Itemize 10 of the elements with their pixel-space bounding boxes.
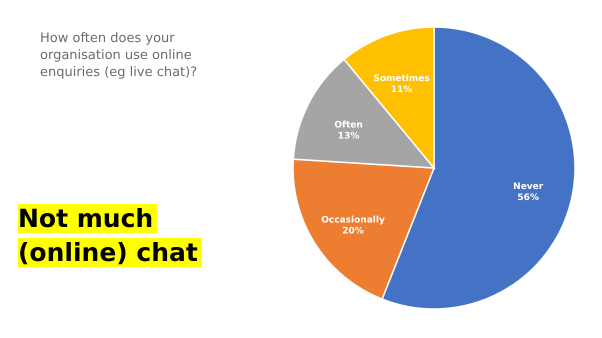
data-label: 13% <box>338 131 360 142</box>
text: Not much (online) chat <box>18 204 202 267</box>
slice-label: Never <box>513 182 544 192</box>
data-label: 56% <box>517 192 539 203</box>
data-label: 11% <box>390 84 412 95</box>
text: How often does your organisation use online enquiries (eg live chat)? <box>40 30 198 81</box>
slice-label: Occasionally <box>321 215 385 226</box>
slice-label: Sometimes <box>373 74 430 84</box>
slice-label: Often <box>334 120 363 130</box>
data-label: 20% <box>342 226 364 236</box>
